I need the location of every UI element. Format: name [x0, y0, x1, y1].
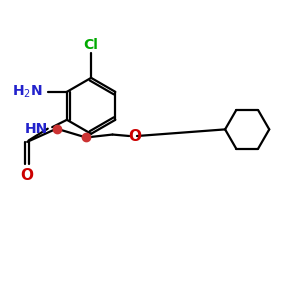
Text: O: O [21, 168, 34, 183]
Text: Cl: Cl [84, 38, 98, 52]
Text: H$_2$N: H$_2$N [12, 84, 42, 100]
Text: HN: HN [25, 122, 48, 136]
Text: O: O [128, 128, 141, 143]
